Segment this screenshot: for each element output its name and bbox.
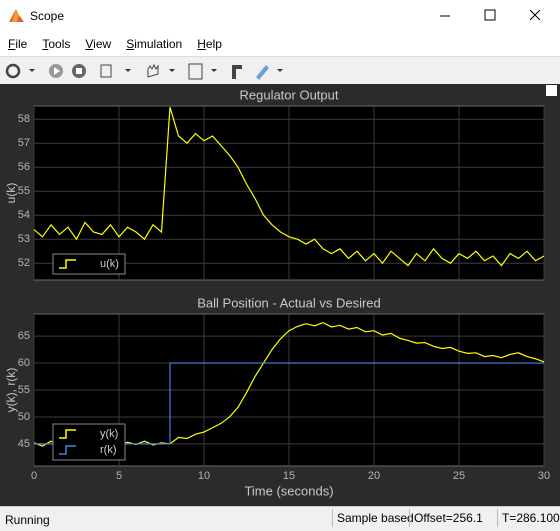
plot-title: Regulator Output (239, 87, 338, 102)
legend-swatch (59, 445, 76, 455)
legend-label: u(k) (100, 258, 119, 270)
x-tick-label: 10 (198, 470, 210, 482)
y-axis-label: u(k) (4, 183, 18, 204)
legend-swatch (59, 259, 76, 269)
window-title: Scope (30, 9, 65, 23)
x-tick-label: 20 (368, 470, 380, 482)
status-time: T=286.100 (497, 509, 560, 527)
legend-box (52, 253, 126, 275)
y-tick-label: 45 (18, 438, 30, 450)
y-tick-label: 53 (18, 233, 30, 245)
menu-item[interactable]: Tools (42, 37, 71, 51)
status-bar: Running Sample based Offset=256.1 T=286.… (0, 506, 560, 531)
y-tick-label: 50 (18, 411, 30, 423)
x-axis-label: Time (seconds) (244, 483, 333, 498)
y-tick-label: 55 (18, 384, 30, 396)
y-axis-label: y(k), r(k) (4, 368, 18, 413)
plot-title: Ball Position - Actual vs Desired (197, 295, 381, 310)
y-tick-label: 60 (18, 357, 30, 369)
title-bar: Scope (0, 0, 560, 32)
y-tick-label: 55 (18, 185, 30, 197)
app-icon (9, 9, 24, 22)
y-tick-label: 58 (18, 113, 30, 125)
y-tick-label: 65 (18, 330, 30, 342)
menu-item[interactable]: File (8, 37, 28, 51)
window-controls[interactable] (410, 0, 560, 32)
status-offset: Offset=256.1 (409, 509, 483, 527)
x-tick-label: 0 (31, 470, 37, 482)
y-tick-label: 54 (18, 209, 30, 221)
legend-label: r(k) (100, 444, 117, 456)
x-tick-label: 15 (283, 470, 295, 482)
legend-label: y(k) (100, 428, 118, 440)
menu-item[interactable]: Help (197, 37, 222, 51)
y-tick-label: 56 (18, 161, 30, 173)
x-tick-label: 30 (538, 470, 550, 482)
x-tick-label: 25 (453, 470, 465, 482)
menu-item[interactable]: Simulation (126, 37, 183, 51)
toolbar-icons[interactable] (0, 57, 560, 85)
y-tick-label: 57 (18, 137, 30, 149)
plots: Regulator Output u(k) 52 53 54 55 56 57 58 u(k) Ba… (0, 84, 560, 506)
menu-bar: File Tools View Simulation Help (0, 32, 560, 56)
toolbar (0, 56, 560, 85)
menu-item[interactable]: View (85, 37, 112, 51)
x-tick-label: 5 (116, 470, 122, 482)
undock-button[interactable] (546, 85, 557, 96)
status-mode: Sample based (332, 509, 414, 527)
status-state: Running (5, 513, 50, 527)
legend-swatch (59, 429, 76, 439)
series-line (33, 107, 545, 267)
y-tick-label: 52 (18, 257, 30, 269)
